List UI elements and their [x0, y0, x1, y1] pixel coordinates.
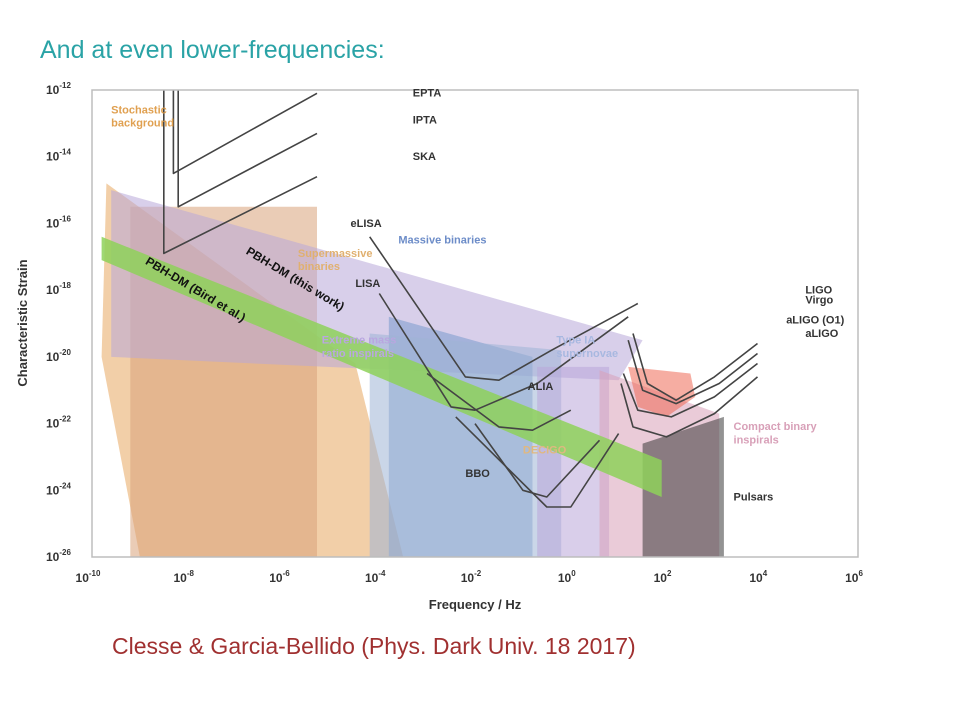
pbh-bands	[101, 236, 662, 498]
label-bbo: BBO	[465, 468, 490, 480]
y-tick-exponent: -20	[59, 348, 71, 357]
label-alia: ALIA	[528, 381, 554, 393]
x-tick-exponent: -6	[283, 569, 291, 578]
y-tick-label: 10-14	[46, 148, 71, 164]
y-tick-exponent: -16	[59, 214, 71, 223]
y-tick-exponent: -18	[59, 281, 71, 290]
label-background: background	[111, 118, 174, 130]
label-epta: EPTA	[413, 88, 442, 100]
y-tick-exponent: -24	[59, 481, 71, 490]
curve-aligo-o1	[622, 362, 758, 418]
x-tick-exponent: -10	[89, 569, 101, 578]
region-pulsars	[642, 416, 724, 557]
y-tick-exponent: -26	[59, 548, 71, 557]
x-tick-exponent: -2	[474, 569, 482, 578]
label-pulsars: Pulsars	[734, 491, 774, 503]
label-stochastic: Stochastic	[111, 104, 167, 116]
label-ska: SKA	[413, 151, 436, 163]
label-ligo: LIGO	[805, 284, 832, 296]
x-tick-label: 104	[749, 569, 767, 585]
region-type-ia-supernovae	[537, 366, 610, 557]
y-tick-exponent: -12	[59, 81, 71, 90]
label-decigo: DECIGO	[523, 445, 567, 457]
y-tick-exponent: -14	[59, 148, 71, 157]
curve-elisa	[369, 236, 639, 382]
label-inspirals: inspirals	[734, 435, 779, 447]
curve-lisa	[378, 293, 629, 412]
curve-virgo	[627, 339, 758, 405]
curve-decigo	[474, 423, 601, 498]
curve-aligo	[620, 376, 759, 438]
label-ipta: IPTA	[413, 114, 437, 126]
label-virgo: Virgo	[805, 294, 833, 306]
y-ticks: 10-12 10-14 10-16 10-18 10-20 10-22 10-24 10-26	[46, 81, 71, 564]
x-tick-label: 10-8	[174, 569, 195, 585]
citation: Clesse & Garcia-Bellido (Phys. Dark Univ…	[112, 633, 636, 659]
y-tick-label: 10-12	[46, 81, 71, 97]
label-lisa: LISA	[355, 278, 380, 290]
curve-alia	[426, 372, 572, 432]
x-tick-exponent: 0	[571, 569, 576, 578]
x-axis-label: Frequency / Hz	[429, 597, 522, 612]
x-tick-label: 102	[654, 569, 672, 585]
y-tick-label: 10-24	[46, 481, 71, 497]
y-tick-label: 10-22	[46, 415, 71, 431]
y-tick-label: 10-20	[46, 348, 71, 364]
curve-epta	[172, 90, 318, 175]
label-supernovae: supernovae	[556, 348, 618, 360]
label-massive-binaries: Massive binaries	[398, 234, 486, 246]
x-tick-label: 100	[558, 569, 576, 585]
y-tick-label: 10-26	[46, 548, 71, 564]
y-tick-label: 10-16	[46, 214, 71, 230]
curve-ska	[163, 90, 318, 255]
slide-title: And at even lower-frequencies:	[40, 36, 385, 64]
x-tick-exponent: -4	[378, 569, 386, 578]
label-elisa: eLISA	[351, 218, 382, 230]
label-gw150914: GW150914	[645, 348, 702, 360]
plot-frame	[91, 89, 859, 558]
x-tick-label: 106	[845, 569, 863, 585]
label-binaries: binaries	[298, 261, 340, 273]
curve-bbo	[455, 416, 620, 508]
label-type-ia: Type IA	[556, 335, 595, 347]
label-supermassive: Supermassive	[298, 248, 373, 260]
y-tick-label: 10-18	[46, 281, 71, 297]
x-tick-exponent: 6	[858, 569, 863, 578]
x-tick-exponent: 2	[667, 569, 672, 578]
region-extreme-mass-ratio-inspirals	[111, 190, 643, 381]
label-compact-binary: Compact binary	[734, 421, 818, 433]
x-tick-label: 10-2	[461, 569, 482, 585]
y-tick-exponent: -22	[59, 415, 71, 424]
x-tick-label: 10-6	[269, 569, 290, 585]
sensitivity-curves	[163, 90, 759, 508]
band-pbh-dm-this-work	[101, 236, 662, 498]
curve-ipta	[177, 90, 318, 208]
label-aligo-o1: aLIGO (O1)	[786, 315, 844, 327]
x-tick-label: 10-4	[365, 569, 386, 585]
x-ticks: 10-10 10-8 10-6 10-4 10-2 100 102 104 106	[76, 569, 864, 585]
curve-ligo	[632, 333, 758, 402]
label-aligo: aLIGO	[805, 328, 838, 340]
y-axis-label: Characteristic Strain	[15, 259, 30, 386]
label-ratio-inspirals: ratio inspirals	[322, 348, 394, 360]
x-tick-exponent: -8	[187, 569, 195, 578]
x-tick-label: 10-10	[76, 569, 101, 585]
label-extreme-mass: Extreme mass	[322, 335, 397, 347]
x-tick-exponent: 4	[763, 569, 768, 578]
